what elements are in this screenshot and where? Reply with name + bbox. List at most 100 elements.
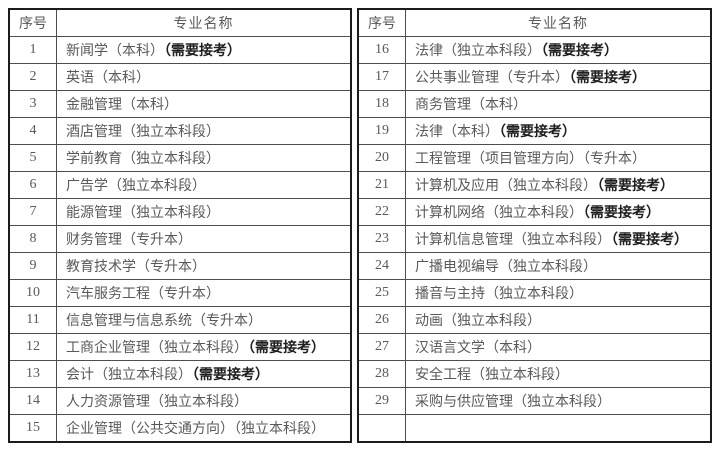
major-name-text: 英语（本科） <box>66 71 150 86</box>
row-number: 22 <box>357 198 406 226</box>
header-row: 序号 专业名称 <box>357 8 712 37</box>
major-name-text: 法律（独立本科段） <box>415 44 541 59</box>
header-row: 序号 专业名称 <box>8 8 352 37</box>
row-number: 9 <box>8 252 57 280</box>
majors-table-right: 序号 专业名称 16 法律（独立本科段）（需要接考） 17 公共事业管理（专升本）（需… <box>357 8 712 443</box>
row-number: 15 <box>8 414 57 443</box>
table-row: 1 新闻学（本科）（需要接考） <box>8 36 352 64</box>
major-name-text: 广告学（独立本科段） <box>66 179 206 194</box>
major-name-text: 财务管理（专升本） <box>66 233 192 248</box>
major-name-cell: 广告学（独立本科段） <box>56 171 352 199</box>
table-row: 7 能源管理（独立本科段） <box>8 198 352 226</box>
major-name-cell: 工商企业管理（独立本科段）（需要接考） <box>56 333 352 361</box>
major-name-text: 工商企业管理（独立本科段） <box>66 341 248 356</box>
row-number: 13 <box>8 360 57 388</box>
table-row: 15 企业管理（公共交通方向）（独立本科段） <box>8 414 352 443</box>
major-name-cell: 法律（本科）（需要接考） <box>405 117 712 145</box>
table-row: 3 金融管理（本科） <box>8 90 352 118</box>
majors-table-left: 序号 专业名称 1 新闻学（本科）（需要接考） 2 英语（本科） 3 金融管理（本科） 4 酒… <box>8 8 352 443</box>
major-name-cell: 工程管理（项目管理方向）（专升本） <box>405 144 712 172</box>
major-name-cell: 英语（本科） <box>56 63 352 91</box>
row-number: 2 <box>8 63 57 91</box>
index-column-header: 序号 <box>8 8 57 37</box>
row-number: 27 <box>357 333 406 361</box>
table-row: 8 财务管理（专升本） <box>8 225 352 253</box>
major-name-cell: 金融管理（本科） <box>56 90 352 118</box>
major-name-cell: 汉语言文学（本科） <box>405 333 712 361</box>
major-name-text: 会计（独立本科段） <box>66 368 192 383</box>
table-row: 5 学前教育（独立本科段） <box>8 144 352 172</box>
table-row: 10 汽车服务工程（专升本） <box>8 279 352 307</box>
table-row: 22 计算机网络（独立本科段）（需要接考） <box>357 198 712 226</box>
table-row: 20 工程管理（项目管理方向）（专升本） <box>357 144 712 172</box>
major-name-column-header: 专业名称 <box>405 8 712 37</box>
major-name-cell <box>405 414 712 443</box>
needs-bridge-exam-note: （需要接考） <box>192 368 269 383</box>
major-name-text: 公共事业管理（专升本） <box>415 71 569 86</box>
major-name-text: 动画（独立本科段） <box>415 314 541 329</box>
major-name-cell: 会计（独立本科段）（需要接考） <box>56 360 352 388</box>
major-name-cell: 信息管理与信息系统（专升本） <box>56 306 352 334</box>
table-row: 18 商务管理（本科） <box>357 90 712 118</box>
row-number: 12 <box>8 333 57 361</box>
major-name-text: 教育技术学（专升本） <box>66 260 206 275</box>
row-number: 16 <box>357 36 406 64</box>
major-name-cell: 法律（独立本科段）（需要接考） <box>405 36 712 64</box>
row-number: 29 <box>357 387 406 415</box>
row-number <box>357 414 406 443</box>
table-row: 9 教育技术学（专升本） <box>8 252 352 280</box>
major-name-cell: 新闻学（本科）（需要接考） <box>56 36 352 64</box>
table-row: 23 计算机信息管理（独立本科段）（需要接考） <box>357 225 712 253</box>
row-number: 5 <box>8 144 57 172</box>
major-name-cell: 动画（独立本科段） <box>405 306 712 334</box>
major-name-text: 信息管理与信息系统（专升本） <box>66 314 262 329</box>
needs-bridge-exam-note: （需要接考） <box>499 125 576 140</box>
major-name-cell: 财务管理（专升本） <box>56 225 352 253</box>
major-name-cell: 能源管理（独立本科段） <box>56 198 352 226</box>
needs-bridge-exam-note: （需要接考） <box>164 44 241 59</box>
needs-bridge-exam-note: （需要接考） <box>569 71 646 86</box>
major-name-text: 企业管理（公共交通方向）（独立本科段） <box>66 422 325 437</box>
row-number: 6 <box>8 171 57 199</box>
major-name-text: 商务管理（本科） <box>415 98 527 113</box>
table-row: 2 英语（本科） <box>8 63 352 91</box>
needs-bridge-exam-note: （需要接考） <box>541 44 618 59</box>
table-row: 12 工商企业管理（独立本科段）（需要接考） <box>8 333 352 361</box>
row-number: 23 <box>357 225 406 253</box>
row-number: 7 <box>8 198 57 226</box>
table-row: 17 公共事业管理（专升本）（需要接考） <box>357 63 712 91</box>
major-name-cell: 安全工程（独立本科段） <box>405 360 712 388</box>
major-name-text: 金融管理（本科） <box>66 98 178 113</box>
table-row: 28 安全工程（独立本科段） <box>357 360 712 388</box>
row-number: 25 <box>357 279 406 307</box>
major-name-cell: 商务管理（本科） <box>405 90 712 118</box>
table-row: 16 法律（独立本科段）（需要接考） <box>357 36 712 64</box>
index-column-header: 序号 <box>357 8 406 37</box>
row-number: 11 <box>8 306 57 334</box>
major-name-text: 人力资源管理（独立本科段） <box>66 395 248 410</box>
major-name-cell: 学前教育（独立本科段） <box>56 144 352 172</box>
major-name-text: 采购与供应管理（独立本科段） <box>415 395 611 410</box>
row-number: 17 <box>357 63 406 91</box>
major-name-cell: 播音与主持（独立本科段） <box>405 279 712 307</box>
row-number: 21 <box>357 171 406 199</box>
major-name-cell: 公共事业管理（专升本）（需要接考） <box>405 63 712 91</box>
table-row: 6 广告学（独立本科段） <box>8 171 352 199</box>
major-name-text: 工程管理（项目管理方向）（专升本） <box>415 152 646 167</box>
major-name-cell: 汽车服务工程（专升本） <box>56 279 352 307</box>
table-row: 4 酒店管理（独立本科段） <box>8 117 352 145</box>
major-name-cell: 企业管理（公共交通方向）（独立本科段） <box>56 414 352 443</box>
major-name-cell: 教育技术学（专升本） <box>56 252 352 280</box>
major-name-text: 能源管理（独立本科段） <box>66 206 220 221</box>
major-name-text: 学前教育（独立本科段） <box>66 152 220 167</box>
row-number: 20 <box>357 144 406 172</box>
table-row: 24 广播电视编导（独立本科段） <box>357 252 712 280</box>
needs-bridge-exam-note: （需要接考） <box>248 341 325 356</box>
major-name-text: 计算机信息管理（独立本科段） <box>415 233 611 248</box>
major-name-cell: 计算机信息管理（独立本科段）（需要接考） <box>405 225 712 253</box>
needs-bridge-exam-note: （需要接考） <box>597 179 674 194</box>
major-name-text: 新闻学（本科） <box>66 44 164 59</box>
major-name-text: 酒店管理（独立本科段） <box>66 125 220 140</box>
table-row: 25 播音与主持（独立本科段） <box>357 279 712 307</box>
table-row: 26 动画（独立本科段） <box>357 306 712 334</box>
